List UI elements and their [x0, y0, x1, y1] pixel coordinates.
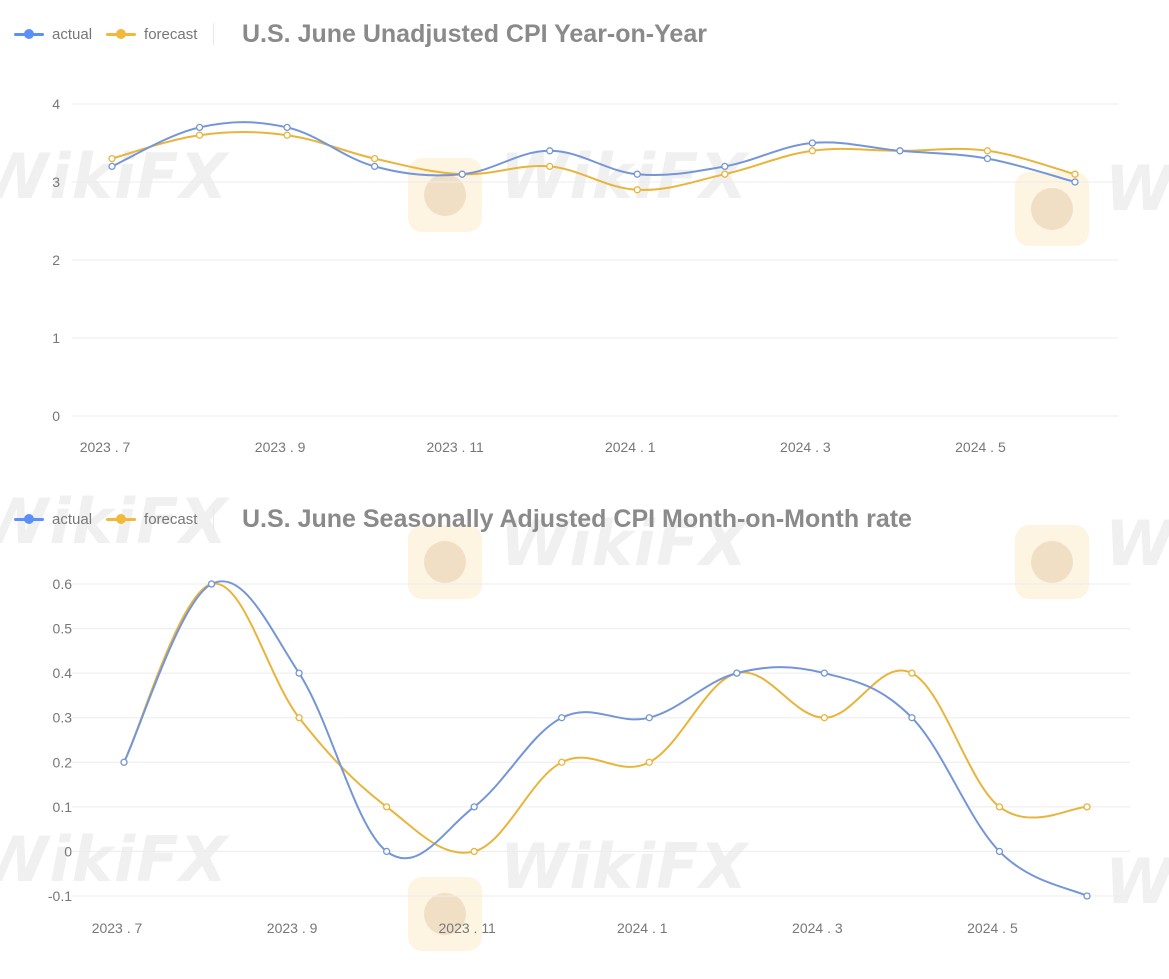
data-point-actual: [283, 123, 291, 132]
chart-panel-mom: WikiFX WikiFX W WikiFX WikiFX W 0.6 0.5 0.…: [0, 485, 1169, 979]
data-point-actual: [470, 803, 478, 811]
data-point-forecast: [546, 162, 554, 171]
x-tick-label: 2023 . 7: [80, 439, 131, 455]
x-tick-label: 2024 . 3: [792, 920, 843, 936]
x-tick-label: 2024 . 5: [955, 439, 1006, 455]
data-point-forecast: [283, 131, 291, 139]
legend-actual-icon: [14, 24, 44, 44]
data-point-actual: [120, 758, 128, 766]
data-point-forecast: [470, 847, 478, 856]
y-tick-label: 0.4: [53, 665, 73, 681]
legend-divider: [213, 23, 215, 45]
y-tick-label: 2: [52, 252, 60, 268]
data-point-actual: [558, 714, 566, 722]
y-tick-label: 0.5: [53, 621, 73, 637]
y-tick-label: 4: [52, 96, 60, 112]
data-point-forecast: [1071, 170, 1079, 178]
x-tick-label: 2024 . 3: [780, 439, 831, 455]
y-tick-label: 0.1: [53, 799, 73, 815]
data-point-forecast: [721, 170, 729, 178]
chart-title: U.S. June Seasonally Adjusted CPI Month-…: [242, 505, 912, 533]
data-point-actual: [382, 847, 391, 856]
x-tick-label: 2023 . 9: [255, 439, 306, 455]
data-point-forecast: [195, 131, 204, 139]
legend-item-forecast[interactable]: forecast: [106, 24, 197, 44]
x-tick-label: 2024 . 1: [617, 920, 668, 936]
x-tick-label: 2023 . 11: [427, 439, 485, 455]
data-point-actual: [546, 147, 554, 155]
x-tick-label: 2023 . 9: [267, 920, 318, 936]
data-point-actual: [983, 154, 992, 163]
data-point-actual: [896, 147, 904, 155]
data-point-forecast: [370, 154, 379, 163]
legend-divider: [213, 508, 215, 530]
y-tick-label: 0.2: [53, 754, 73, 770]
data-point-actual: [195, 123, 204, 132]
data-point-actual: [458, 170, 466, 178]
data-point-forecast: [995, 803, 1004, 811]
x-tick-label: 2023 . 11: [439, 920, 497, 936]
data-point-actual: [370, 162, 379, 171]
data-point-actual: [733, 669, 741, 677]
x-tick-label: 2023 . 7: [92, 920, 143, 936]
data-point-actual: [995, 847, 1004, 856]
data-point-actual: [207, 580, 216, 588]
data-point-forecast: [645, 758, 653, 766]
data-point-actual: [295, 669, 303, 677]
data-point-forecast: [808, 147, 817, 155]
data-point-forecast: [983, 147, 992, 155]
x-tick-label: 2024 . 5: [967, 920, 1018, 936]
y-tick-label: 0.3: [53, 710, 73, 726]
line-chart-yoy: 4 3 2 1 0 2023 . 7 2023 . 9 2023 . 11 2024 . 1 20…: [52, 96, 1118, 455]
legend-label-actual: actual: [52, 510, 93, 528]
data-point-forecast: [633, 186, 641, 194]
data-point-forecast: [382, 803, 391, 811]
chart-title: U.S. June Unadjusted CPI Year-on-Year: [242, 20, 707, 48]
data-point-actual: [633, 170, 641, 178]
data-point-forecast: [108, 154, 116, 163]
legend-actual-icon: [14, 509, 44, 529]
data-point-actual: [1083, 892, 1091, 900]
legend-item-forecast[interactable]: forecast: [106, 509, 197, 529]
legend-item-actual[interactable]: actual: [14, 509, 92, 529]
chart-legend: actual forecast: [14, 508, 215, 530]
data-point-actual: [908, 714, 916, 722]
data-point-actual: [808, 139, 817, 147]
series-line-actual: [111, 121, 1076, 183]
line-chart-mom: 0.6 0.5 0.4 0.3 0.2 0.1 0 -0.1 2023 . 7 2023 . 9 2…: [48, 576, 1130, 936]
y-tick-label: 3: [52, 174, 60, 190]
data-point-actual: [721, 162, 729, 171]
data-point-forecast: [558, 758, 566, 766]
data-point-forecast: [908, 669, 916, 677]
chart-panel-yoy: WikiFX WikiFX W 4 3 2 1 0 2023 . 7 2023 . 9 202…: [0, 0, 1169, 470]
data-point-actual: [108, 162, 116, 171]
y-tick-label: 0.6: [53, 576, 73, 592]
data-point-actual: [645, 714, 653, 722]
y-tick-label: -0.1: [48, 888, 72, 904]
y-tick-label: 0: [52, 408, 60, 424]
legend-label-forecast: forecast: [144, 510, 198, 528]
legend-forecast-icon: [106, 509, 137, 529]
legend-item-actual[interactable]: actual: [14, 24, 92, 44]
y-tick-label: 1: [52, 330, 60, 346]
legend-label-forecast: forecast: [144, 25, 198, 43]
data-point-forecast: [820, 714, 829, 722]
series-line-forecast: [123, 582, 1088, 854]
x-tick-label: 2024 . 1: [605, 439, 656, 455]
data-point-forecast: [295, 714, 303, 722]
data-point-actual: [820, 669, 829, 677]
legend-label-actual: actual: [52, 25, 93, 43]
y-tick-label: 0: [64, 843, 72, 859]
chart-legend: actual forecast: [14, 23, 215, 45]
data-point-forecast: [1083, 803, 1091, 811]
legend-forecast-icon: [106, 24, 137, 44]
data-point-actual: [1071, 178, 1079, 186]
